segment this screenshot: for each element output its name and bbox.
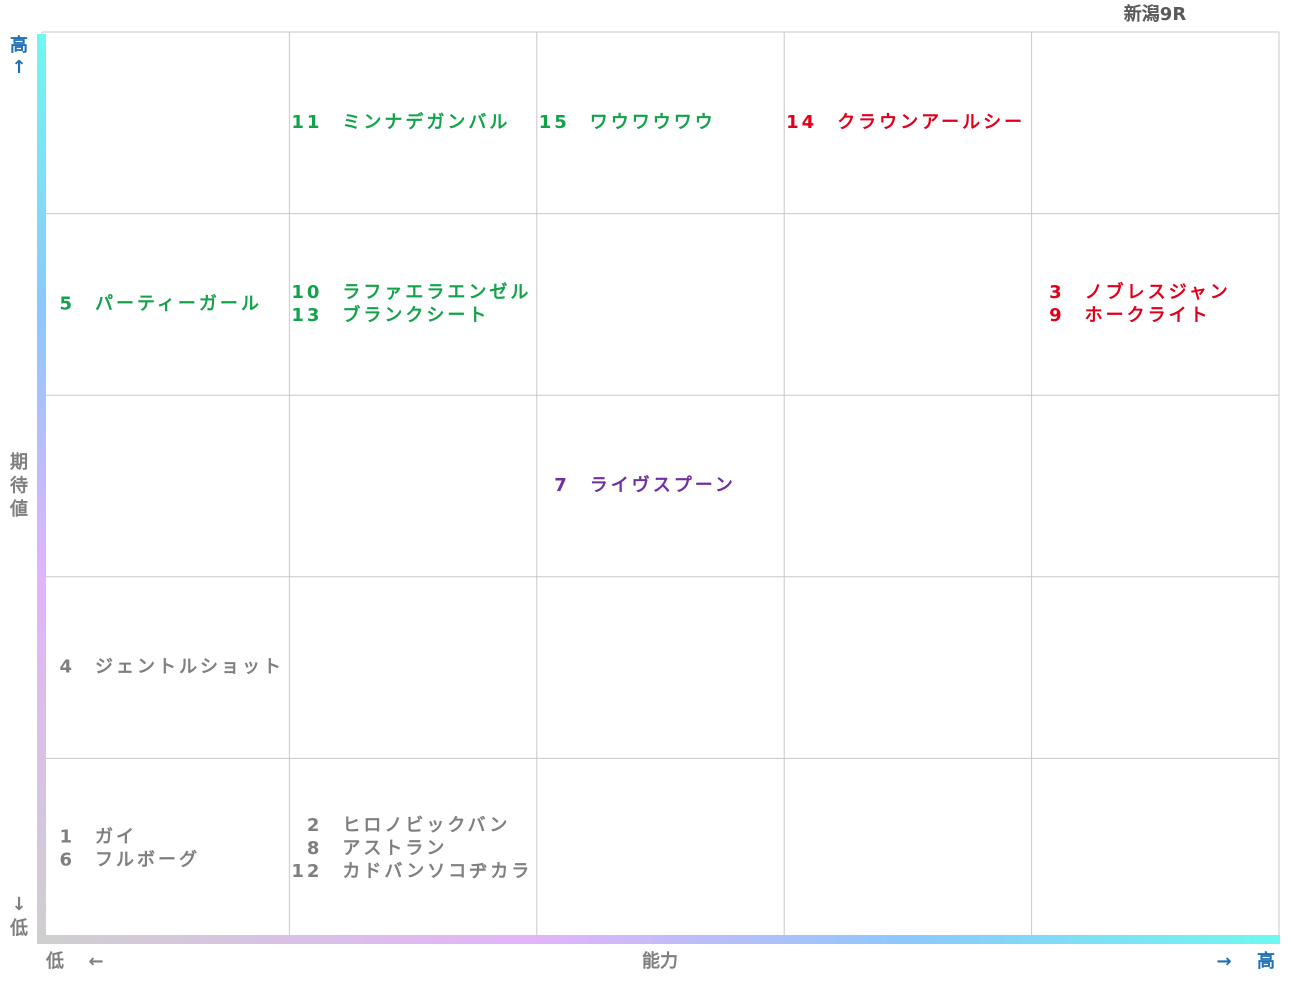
horse-name: カドバンソコヂカラ (342, 861, 532, 882)
y-label: 期待値 (9, 452, 28, 520)
horse-name: ワウワウワウ (590, 112, 716, 133)
horse-name: フルボーグ (95, 849, 200, 871)
horse-number: 1 (59, 827, 75, 848)
horse-number: 11 (291, 112, 322, 133)
x-low: 低 (45, 950, 64, 972)
horse-name: ノブレスジャン (1085, 281, 1231, 303)
y-high-arrow: ↑ (11, 57, 26, 78)
horse-name: ジェントルショット (95, 657, 284, 678)
y-axis-bar (37, 34, 46, 944)
horse-number: 8 (307, 838, 323, 859)
horse-number: 12 (291, 861, 322, 882)
title: 新潟9R (1124, 3, 1187, 25)
horse-number: 9 (1049, 305, 1065, 326)
horse-name: ガイ (95, 827, 137, 848)
x-axis-bar (37, 935, 1280, 944)
horse-name: クラウンアールシー (837, 112, 1025, 133)
x-label: 能力 (642, 950, 678, 972)
y-high: 高 (10, 34, 28, 56)
horse-number: 10 (291, 282, 322, 303)
horse-name: ブランクシート (342, 304, 489, 326)
horse-number: 15 (539, 112, 570, 133)
y-label-text: 期待値 (9, 452, 28, 520)
horse-name: ライヴスプーン (590, 474, 736, 496)
x-low-arrow: ← (88, 951, 103, 972)
horse-number: 3 (1049, 282, 1065, 303)
horse-name: ミンナデガンバル (342, 111, 510, 133)
horse-number: 7 (554, 475, 570, 496)
x-high: 高 (1257, 950, 1275, 972)
horse-name: アストラン (342, 838, 447, 859)
horse-number: 5 (59, 293, 75, 314)
horse-number: 14 (786, 112, 817, 133)
y-low-arrow: ↓ (11, 894, 26, 915)
horse-name: パーティーガール (95, 293, 262, 314)
horse-name: ヒロノビックバン (342, 815, 510, 836)
x-high-arrow: → (1216, 951, 1231, 972)
y-low: 低 (9, 917, 28, 939)
horse-number: 6 (59, 850, 75, 871)
horse-number: 13 (291, 305, 322, 326)
horse-number: 4 (59, 657, 75, 678)
horse-name: ホークライト (1085, 305, 1211, 326)
horse-name: ラファエラエンゼル (342, 281, 531, 303)
horse-number: 2 (307, 815, 323, 836)
